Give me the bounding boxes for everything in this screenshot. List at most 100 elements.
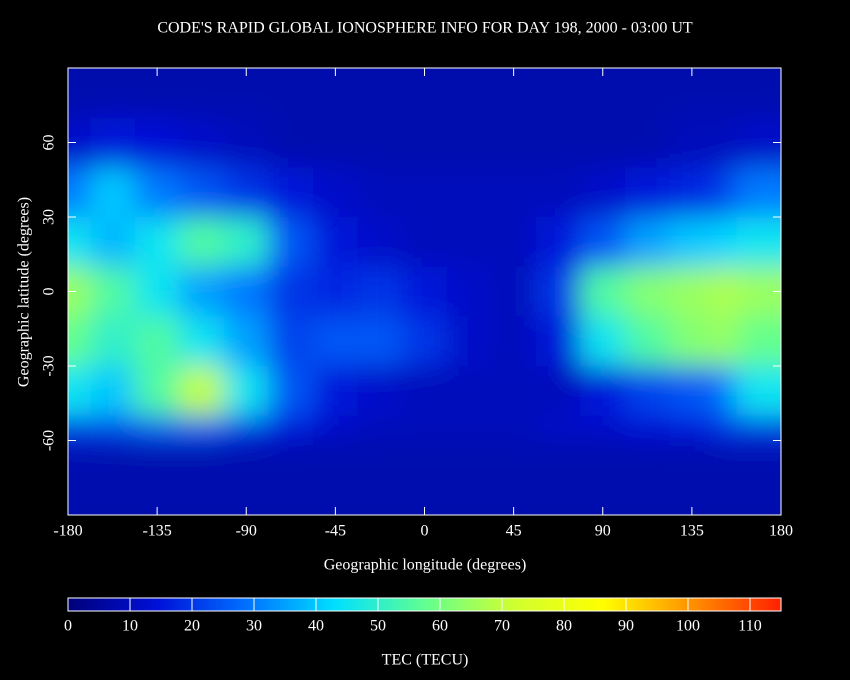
colorbar-label: TEC (TECU) bbox=[382, 652, 469, 669]
colorbar-tick-label: 60 bbox=[432, 618, 448, 635]
heat-cell bbox=[625, 117, 671, 168]
heat-cell bbox=[90, 316, 136, 367]
heat-cell bbox=[402, 440, 448, 515]
heat-cell bbox=[268, 440, 314, 515]
y-tick-label: 60 bbox=[41, 135, 58, 151]
heat-cell bbox=[357, 366, 403, 417]
heat-cell bbox=[268, 217, 314, 268]
heat-cell bbox=[268, 266, 314, 317]
heat-cell bbox=[669, 117, 715, 168]
heat-cell bbox=[179, 117, 225, 168]
x-tick-label: 135 bbox=[680, 523, 704, 540]
x-tick-label: 180 bbox=[769, 523, 793, 540]
chart-title: CODE'S RAPID GLOBAL IONOSPHERE INFO FOR … bbox=[157, 20, 693, 37]
colorbar-tick-label: 50 bbox=[370, 618, 386, 635]
colorbar-tick-label: 0 bbox=[64, 618, 72, 635]
heat-cell bbox=[90, 117, 136, 168]
heat-cell bbox=[313, 167, 359, 218]
heat-cell bbox=[357, 266, 403, 317]
heat-cell bbox=[179, 316, 225, 367]
heat-cell bbox=[580, 366, 626, 417]
heat-cell bbox=[535, 266, 581, 317]
heat-cell bbox=[580, 217, 626, 268]
heat-cell bbox=[313, 440, 359, 515]
colorbar-tick-label: 30 bbox=[246, 618, 262, 635]
heat-cell bbox=[223, 316, 270, 367]
heat-cell bbox=[402, 266, 448, 317]
heat-cell bbox=[313, 117, 359, 168]
heat-cell bbox=[446, 440, 492, 515]
heat-cell bbox=[535, 217, 581, 268]
heat-cell bbox=[179, 217, 225, 268]
heat-cell bbox=[134, 366, 180, 417]
heatmap-cells bbox=[68, 68, 781, 515]
heat-cell bbox=[669, 316, 715, 367]
heat-cell bbox=[179, 266, 225, 317]
colorbar-tick-label: 40 bbox=[308, 618, 324, 635]
colorbar-tick-label: 80 bbox=[556, 618, 572, 635]
y-axis-label: Geographic latitude (degrees) bbox=[16, 197, 33, 387]
x-tick-label: -45 bbox=[325, 523, 346, 540]
heat-cell bbox=[313, 366, 359, 417]
heat-cell bbox=[625, 167, 671, 218]
heat-cell bbox=[357, 117, 403, 168]
heat-cell bbox=[402, 167, 448, 218]
heat-cell bbox=[736, 440, 781, 515]
heat-cell bbox=[669, 440, 715, 515]
heat-cell bbox=[736, 316, 781, 367]
heat-cell bbox=[491, 366, 537, 417]
heat-cell bbox=[402, 316, 448, 367]
heat-cell bbox=[134, 167, 180, 218]
heat-cell bbox=[90, 440, 136, 515]
heat-cell bbox=[580, 440, 626, 515]
heat-cell bbox=[491, 316, 537, 367]
heat-cell bbox=[90, 217, 136, 268]
heat-cell bbox=[669, 366, 715, 417]
heat-cell bbox=[357, 167, 403, 218]
heat-cell bbox=[669, 167, 715, 218]
heat-cell bbox=[134, 440, 180, 515]
heat-cell bbox=[313, 217, 359, 268]
heat-cell bbox=[491, 167, 537, 218]
colorbar bbox=[67, 597, 782, 612]
heat-cell bbox=[625, 217, 671, 268]
heat-cell bbox=[179, 167, 225, 218]
heat-cell bbox=[223, 266, 270, 317]
heat-cell bbox=[402, 366, 448, 417]
heat-cell bbox=[535, 117, 581, 168]
heat-cell bbox=[268, 167, 314, 218]
heatmap bbox=[68, 68, 781, 515]
y-tick-label: 0 bbox=[41, 288, 58, 296]
y-tick-label: -60 bbox=[41, 430, 58, 451]
heat-cell bbox=[90, 167, 136, 218]
heat-cell bbox=[736, 217, 781, 268]
heat-cell bbox=[268, 316, 314, 367]
heat-cell bbox=[580, 117, 626, 168]
heat-cell bbox=[179, 366, 225, 417]
heat-cell bbox=[625, 440, 671, 515]
heat-cell bbox=[491, 440, 537, 515]
x-tick-label: 45 bbox=[506, 523, 522, 540]
heat-cell bbox=[625, 316, 671, 367]
heat-cell bbox=[625, 266, 671, 317]
heat-cell bbox=[357, 316, 403, 367]
heat-cell bbox=[223, 366, 270, 417]
colorbar-tick-label: 20 bbox=[184, 618, 200, 635]
heat-cell bbox=[90, 266, 136, 317]
heat-cell bbox=[535, 167, 581, 218]
heat-cell bbox=[535, 440, 581, 515]
heat-cell bbox=[446, 316, 492, 367]
heat-cell bbox=[313, 316, 359, 367]
heat-cell bbox=[491, 117, 537, 168]
heat-cell bbox=[268, 366, 314, 417]
x-tick-label: 0 bbox=[421, 523, 429, 540]
heat-cell bbox=[446, 266, 492, 317]
y-tick-label: 30 bbox=[41, 209, 58, 225]
heat-cell bbox=[669, 266, 715, 317]
x-axis-label: Geographic longitude (degrees) bbox=[324, 557, 527, 574]
heat-cell bbox=[736, 167, 781, 218]
heat-cell bbox=[446, 366, 492, 417]
heat-cell bbox=[357, 217, 403, 268]
heat-cell bbox=[402, 117, 448, 168]
